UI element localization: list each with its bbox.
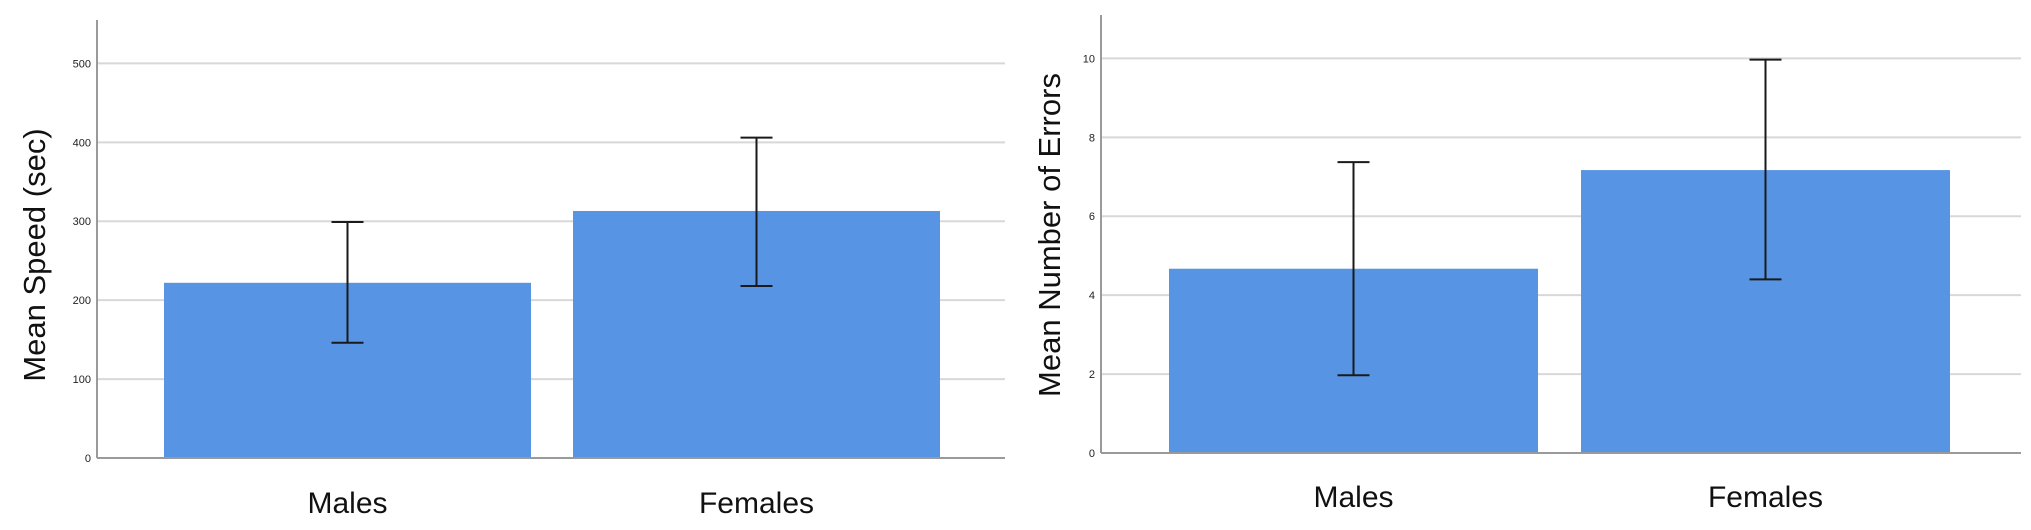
y-tick-label: 4	[1089, 290, 1095, 302]
y-tick-label: 300	[73, 216, 91, 228]
y-tick-label: 6	[1089, 211, 1095, 223]
y-tick-label: 200	[73, 295, 91, 307]
y-tick-label: 0	[85, 453, 91, 465]
mean-errors-chart: Mean Number of Errors 0 2 4 6 8 10 Males Female…	[1032, 15, 2021, 514]
y-tick-labels: 0 100 200 300 400 500	[73, 58, 91, 465]
error-bar-males	[331, 221, 364, 344]
category-label-males: Males	[1313, 481, 1393, 514]
x-category-labels: Males Females	[307, 487, 814, 520]
bars	[1169, 170, 1950, 453]
y-tick-label: 8	[1089, 132, 1095, 144]
x-category-labels: Males Females	[1313, 481, 1823, 514]
y-tick-label: 10	[1083, 53, 1095, 65]
category-label-females: Females	[1708, 481, 1823, 514]
error-bar-males	[1337, 161, 1370, 377]
y-axis-label: Mean Number of Errors	[1032, 73, 1067, 397]
y-axis-label: Mean Speed (sec)	[17, 128, 52, 381]
y-tick-label: 400	[73, 137, 91, 149]
error-bars	[1337, 58, 1782, 377]
category-label-males: Males	[307, 487, 387, 520]
bars	[164, 210, 940, 458]
error-bars	[331, 136, 773, 344]
y-tick-label: 0	[1089, 448, 1095, 460]
y-tick-labels: 0 2 4 6 8 10	[1083, 53, 1095, 460]
y-tick-label: 100	[73, 374, 91, 386]
error-bar-females	[740, 136, 773, 287]
error-bar-females	[1749, 58, 1782, 281]
category-label-females: Females	[699, 487, 814, 520]
y-tick-label: 2	[1089, 369, 1095, 381]
mean-speed-chart: Mean Speed (sec) 0 100 200 300 400 500 Males Fe…	[17, 20, 1005, 520]
y-tick-label: 500	[73, 58, 91, 70]
